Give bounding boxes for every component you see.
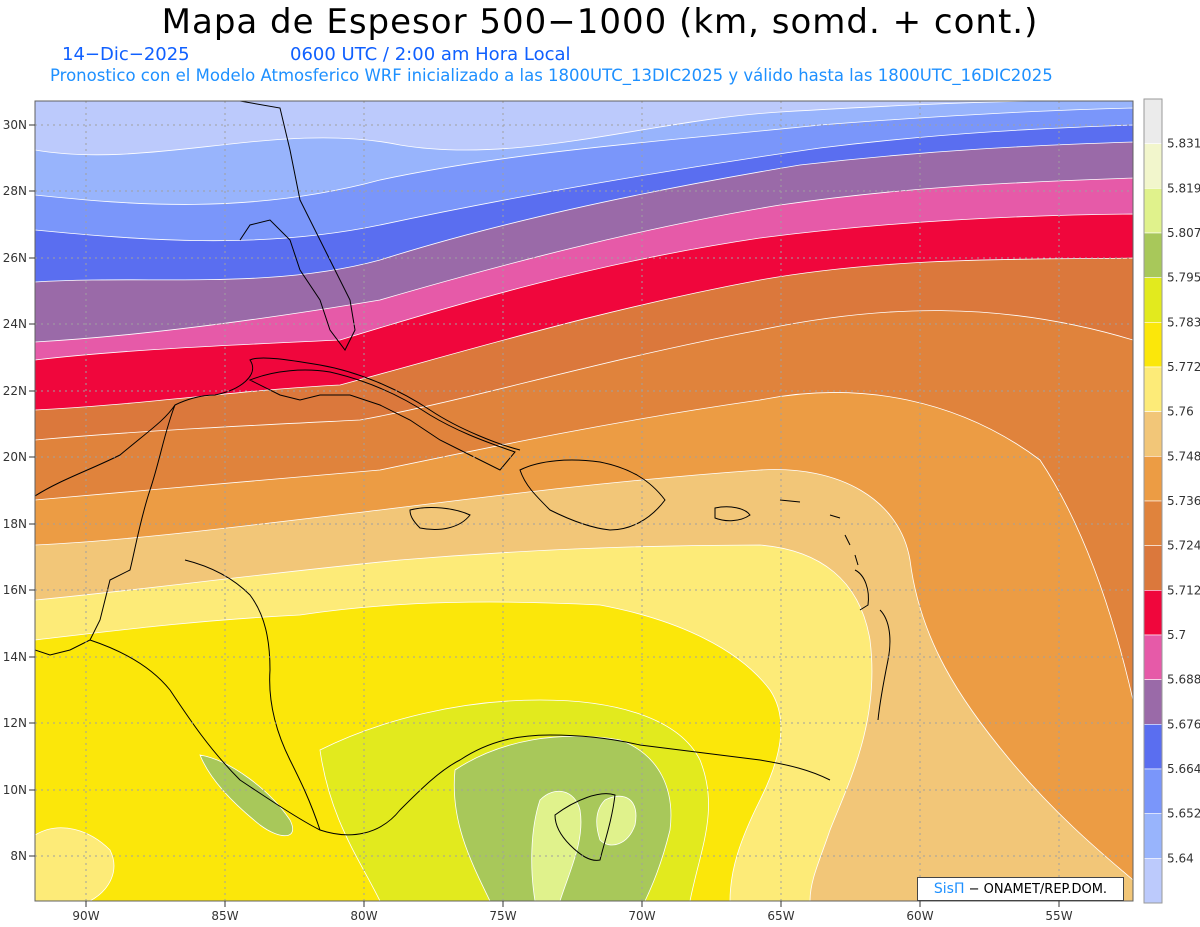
colorbar-swatch (1143, 813, 1163, 859)
lat-label: 20N (3, 450, 27, 464)
lat-label: 8N (10, 849, 27, 863)
colorbar-swatch (1143, 590, 1163, 636)
colorbar-label: 5.807 (1167, 226, 1200, 240)
map-title: Mapa de Espesor 500−1000 (km, somd. + co… (161, 2, 1039, 42)
colorbar-swatch (1143, 277, 1163, 323)
colorbar-swatch (1143, 456, 1163, 502)
lon-label: 60W (906, 909, 933, 923)
lon-label: 75W (489, 909, 516, 923)
colorbar-label: 5.819 (1167, 181, 1200, 195)
credit-box: SisΠ − ONAMET/REP.DOM. (917, 877, 1124, 901)
colorbar-swatch (1143, 188, 1163, 234)
colorbar-swatch (1143, 679, 1163, 725)
colorbar-swatch (1143, 322, 1163, 368)
lon-label: 55W (1045, 909, 1072, 923)
colorbar-label: 5.783 (1167, 315, 1200, 329)
map-area (35, 101, 1133, 901)
map-frame (34, 100, 1134, 902)
lat-label: 24N (3, 317, 27, 331)
lon-label: 85W (211, 909, 238, 923)
colorbar-label: 5.831 (1167, 137, 1200, 151)
colorbar-swatch (1143, 232, 1163, 278)
lat-label: 14N (3, 650, 27, 664)
lat-label: 18N (3, 517, 27, 531)
colorbar-label: 5.652 (1167, 807, 1200, 821)
credit-brand: SisΠ (933, 881, 965, 897)
colorbar-label: 5.724 (1167, 539, 1200, 553)
coastlines (35, 101, 891, 861)
lat-label: 16N (3, 583, 27, 597)
colorbar-label: 5.64 (1167, 851, 1194, 865)
forecast-date: 14−Dic−2025 (62, 44, 190, 65)
colorbar-label: 5.664 (1167, 762, 1200, 776)
lat-label: 12N (3, 716, 27, 730)
colorbar-swatch (1143, 411, 1163, 457)
thickness-band (35, 827, 115, 901)
colorbar-label: 5.772 (1167, 360, 1200, 374)
colorbar-swatch (1143, 545, 1163, 591)
colorbar-frame (1143, 98, 1163, 904)
colorbar-swatch (1143, 634, 1163, 680)
colorbar-label: 5.688 (1167, 673, 1200, 687)
colorbar-label: 5.748 (1167, 449, 1200, 463)
colorbar-swatch (1143, 858, 1163, 904)
forecast-time: 0600 UTC / 2:00 am Hora Local (290, 44, 571, 65)
lat-label: 22N (3, 384, 27, 398)
colorbar-swatch (1143, 143, 1163, 189)
thickness-band (531, 790, 582, 901)
lat-label: 30N (3, 118, 27, 132)
map-gridlines (35, 101, 1133, 901)
lon-label: 90W (72, 909, 99, 923)
colorbar-swatch (1143, 366, 1163, 412)
colorbar-swatch (1143, 500, 1163, 546)
thickness-band (199, 754, 293, 837)
colorbar-label: 5.712 (1167, 583, 1200, 597)
colorbar-label: 5.76 (1167, 405, 1194, 419)
colorbar-swatch (1143, 724, 1163, 770)
thickness-band (596, 795, 637, 846)
colorbar-label: 5.7 (1167, 628, 1186, 642)
colorbar-label: 5.676 (1167, 717, 1200, 731)
lon-label: 80W (350, 909, 377, 923)
colorbar-label: 5.736 (1167, 494, 1200, 508)
lat-label: 10N (3, 783, 27, 797)
colorbar-swatch (1143, 98, 1163, 144)
lat-label: 28N (3, 184, 27, 198)
credit-text: − ONAMET/REP.DOM. (968, 882, 1108, 897)
forecast-description: Pronostico con el Modelo Atmosferico WRF… (50, 66, 1053, 85)
colorbar-swatch (1143, 768, 1163, 814)
colorbar: 5.831 5.819 5.807 5.795 5.783 5.772 5.76 5.748 5… (1143, 98, 1200, 904)
lon-label: 65W (767, 909, 794, 923)
lat-label: 26N (3, 251, 27, 265)
colorbar-label: 5.795 (1167, 271, 1200, 285)
lon-label: 70W (628, 909, 655, 923)
